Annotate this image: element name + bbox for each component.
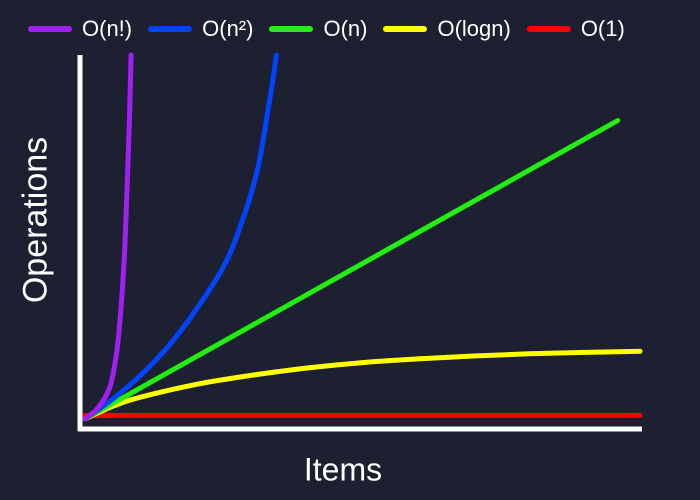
series-line-0 xyxy=(82,52,134,422)
legend-swatch-0 xyxy=(28,26,72,32)
legend-label-1: O(n²) xyxy=(202,16,254,41)
legend-label-4: O(1) xyxy=(580,16,625,41)
legend-item-2: O(n) xyxy=(269,14,367,44)
legend-swatch-2 xyxy=(269,26,314,32)
legend-item-0: O(n!) xyxy=(28,14,132,44)
y-axis-label: Operations xyxy=(16,136,55,304)
legend-swatch-3 xyxy=(383,26,428,32)
series-layer xyxy=(82,52,643,422)
legend-label-3: O(logn) xyxy=(437,16,511,41)
legend-label-2: O(n) xyxy=(323,16,368,41)
series-line-3 xyxy=(82,348,643,422)
series-line-1 xyxy=(82,52,279,422)
legend: O(n!) O(n²) O(n) O(logn) O(1) xyxy=(28,14,625,44)
legend-swatch-1 xyxy=(148,26,193,32)
x-axis-label: Items xyxy=(303,451,383,488)
legend-label-0: O(n!) xyxy=(82,16,133,41)
legend-item-3: O(logn) xyxy=(383,14,511,44)
legend-swatch-4 xyxy=(526,26,571,32)
legend-item-4: O(1) xyxy=(526,14,625,44)
legend-item-1: O(n²) xyxy=(148,14,253,44)
series-line-2 xyxy=(82,118,621,422)
